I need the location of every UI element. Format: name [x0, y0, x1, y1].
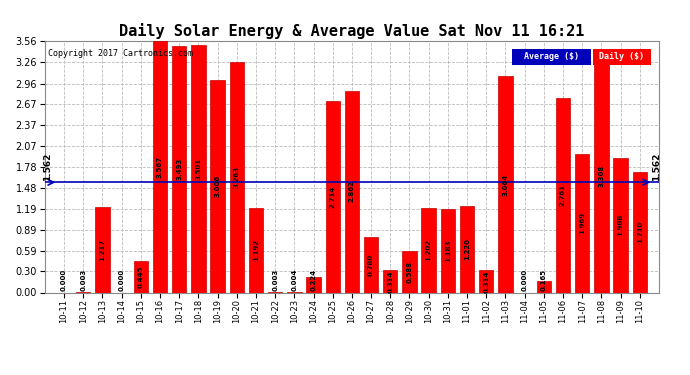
Text: 1.562: 1.562: [651, 153, 660, 181]
Text: 3.493: 3.493: [176, 158, 182, 180]
Text: 1.202: 1.202: [426, 239, 432, 261]
Text: 0.588: 0.588: [406, 261, 413, 283]
Bar: [633, 172, 647, 292]
Bar: [498, 76, 513, 292]
Text: 0.165: 0.165: [541, 269, 546, 291]
Text: 1.969: 1.969: [579, 212, 585, 234]
Text: 0.004: 0.004: [291, 269, 297, 291]
Title: Daily Solar Energy & Average Value Sat Nov 11 16:21: Daily Solar Energy & Average Value Sat N…: [119, 23, 584, 39]
Bar: [152, 41, 167, 292]
Text: 0.003: 0.003: [272, 269, 278, 291]
Bar: [402, 251, 417, 292]
Bar: [191, 45, 206, 292]
Text: 0.314: 0.314: [483, 270, 489, 292]
Text: 1.562: 1.562: [43, 153, 52, 181]
Text: 3.263: 3.263: [234, 166, 239, 188]
Text: 2.714: 2.714: [330, 186, 336, 208]
Bar: [383, 270, 397, 292]
Bar: [95, 207, 110, 292]
Text: 0.445: 0.445: [138, 266, 144, 288]
Bar: [537, 281, 551, 292]
Text: 0.000: 0.000: [119, 269, 125, 291]
Text: 2.761: 2.761: [560, 184, 566, 206]
Bar: [172, 46, 186, 292]
Bar: [134, 261, 148, 292]
Bar: [575, 153, 589, 292]
Text: 3.064: 3.064: [502, 173, 509, 195]
Bar: [210, 80, 225, 292]
Text: 0.000: 0.000: [61, 269, 67, 291]
Text: 3.006: 3.006: [215, 176, 221, 198]
Text: 3.501: 3.501: [195, 158, 201, 180]
FancyBboxPatch shape: [593, 49, 651, 65]
Text: 1.908: 1.908: [618, 214, 624, 236]
Text: Copyright 2017 Cartronics.com: Copyright 2017 Cartronics.com: [48, 49, 193, 58]
Bar: [613, 158, 628, 292]
FancyBboxPatch shape: [511, 49, 591, 65]
Bar: [460, 206, 474, 292]
Text: 0.780: 0.780: [368, 254, 374, 276]
Text: 0.003: 0.003: [80, 269, 86, 291]
Bar: [230, 62, 244, 292]
Bar: [249, 209, 263, 292]
Text: 3.308: 3.308: [598, 165, 604, 187]
Text: 0.000: 0.000: [522, 269, 528, 291]
Bar: [345, 90, 359, 292]
Bar: [556, 98, 570, 292]
Text: 0.224: 0.224: [310, 269, 317, 291]
Text: Average ($): Average ($): [524, 53, 579, 62]
Bar: [364, 237, 378, 292]
Bar: [326, 101, 340, 292]
Text: 1.183: 1.183: [445, 240, 451, 262]
Text: 3.567: 3.567: [157, 156, 163, 178]
Text: 1.217: 1.217: [99, 238, 106, 261]
Bar: [594, 59, 609, 292]
Text: 1.220: 1.220: [464, 238, 470, 261]
Bar: [441, 209, 455, 292]
Text: 1.710: 1.710: [637, 221, 643, 243]
Text: Daily ($): Daily ($): [600, 53, 644, 62]
Bar: [479, 270, 493, 292]
Text: 2.862: 2.862: [349, 181, 355, 203]
Bar: [306, 277, 321, 292]
Bar: [422, 208, 436, 292]
Text: 1.192: 1.192: [253, 239, 259, 261]
Text: 0.314: 0.314: [387, 270, 393, 292]
